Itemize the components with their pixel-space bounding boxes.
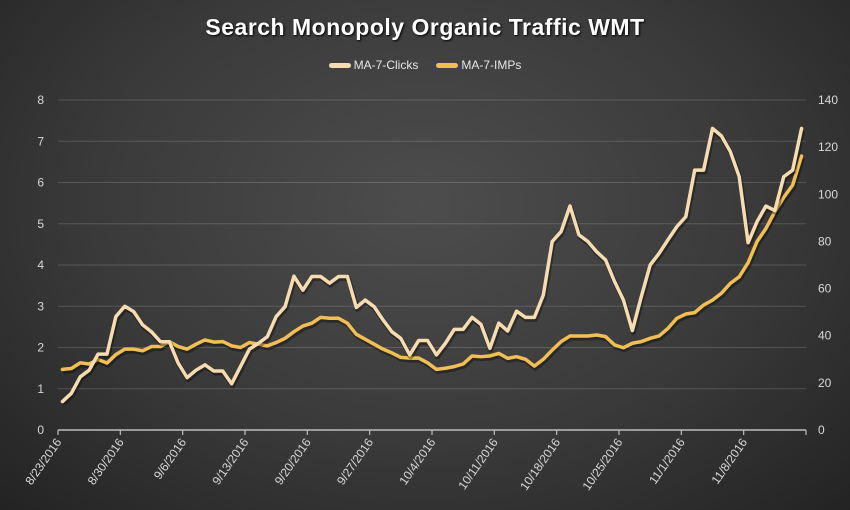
series-line-MA-7-Clicks [60,126,804,404]
legend: MA-7-Clicks MA-7-IMPs [0,58,850,72]
x-tick-label: 10/11/2016 [455,435,501,492]
y-left-tick-label: 8 [37,93,44,107]
y-left-tick-label: 1 [37,382,44,396]
x-tick-label: 10/25/2016 [580,435,626,492]
legend-label-clicks: MA-7-Clicks [353,58,419,72]
y-left-tick-label: 4 [37,258,44,272]
y-right-tick-label: 40 [818,329,832,343]
legend-item-clicks: MA-7-Clicks [328,58,419,72]
legend-label-imps: MA-7-IMPs [461,58,522,72]
x-tick-label: 11/1/2016 [646,435,688,486]
chart-title: Search Monopoly Organic Traffic WMT [205,14,645,40]
y-left-tick-label: 3 [37,299,44,313]
legend-swatch-imps [436,62,459,68]
series-shadow-MA-7-Clicks [61,127,805,406]
y-right-tick-label: 80 [818,234,832,248]
x-tick-label: 9/6/2016 [151,435,189,482]
y-left-tick-label: 0 [37,423,44,437]
x-tick-label: 9/13/2016 [209,435,251,487]
x-tick-label: 11/8/2016 [709,435,751,486]
legend-swatch-clicks [328,62,351,68]
x-tick-label: 10/18/2016 [517,435,563,492]
x-tick-label: 8/23/2016 [22,435,64,487]
y-left-tick-label: 2 [37,341,44,355]
y-left-tick-label: 6 [37,176,44,190]
y-right-tick-label: 20 [818,376,832,390]
y-right-tick-label: 140 [818,93,838,107]
x-tick-label: 9/27/2016 [334,435,376,487]
y-right-tick-label: 60 [818,282,832,296]
x-tick-label: 10/4/2016 [396,435,438,487]
x-tick-label: 8/30/2016 [85,435,127,487]
x-tick-label: 9/20/2016 [272,435,314,487]
y-left-tick-label: 5 [37,217,44,231]
y-right-tick-label: 120 [818,140,838,154]
legend-item-imps: MA-7-IMPs [436,58,521,72]
y-left-tick-label: 7 [37,134,44,148]
y-right-tick-label: 0 [818,423,825,437]
y-right-tick-label: 100 [818,187,838,201]
series-line-MA-7-IMPs [60,154,804,372]
